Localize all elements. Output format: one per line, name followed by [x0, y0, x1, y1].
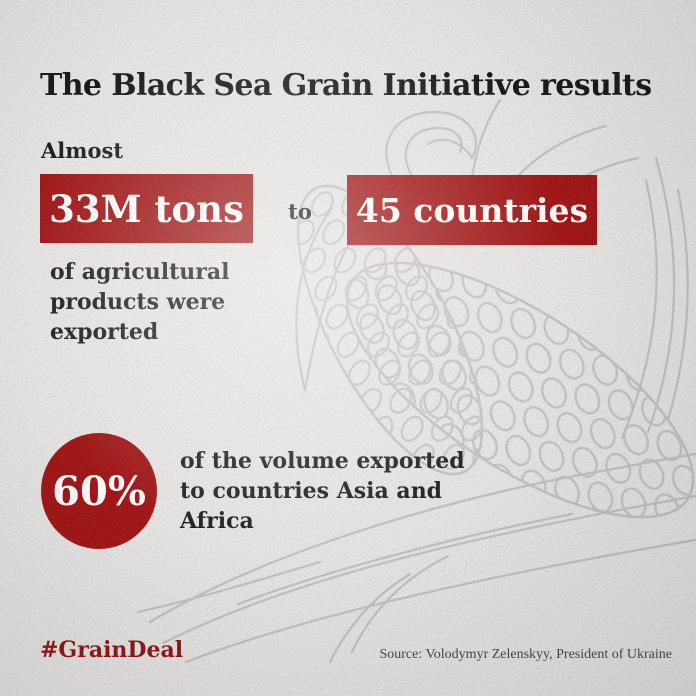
tons-caption-line: products were	[50, 289, 226, 315]
percent-badge: 60%	[41, 433, 157, 549]
source-credit: Source: Volodymyr Zelenskyy, President o…	[379, 647, 672, 662]
tons-badge-value: 33M tons	[49, 186, 244, 231]
percent-caption-line: to countries Asia and	[180, 478, 443, 504]
percent-badge-value: 60%	[52, 467, 146, 515]
hashtag-label: #GrainDeal	[40, 637, 184, 663]
percent-caption-line: Africa	[180, 508, 254, 534]
countries-badge-value: 45 countries	[355, 190, 589, 230]
lead-in-label: Almost	[41, 138, 124, 163]
tons-caption-line: exported	[50, 319, 159, 345]
connector-label: to	[288, 199, 312, 224]
percent-caption-line: of the volume exported	[180, 448, 465, 474]
percent-caption: of the volume exported to countries Asia…	[180, 446, 465, 536]
tons-caption-line: of agricultural	[50, 259, 230, 285]
tons-caption: of agricultural products were exported	[50, 257, 230, 347]
tons-badge: 33M tons	[40, 174, 253, 243]
countries-badge: 45 countries	[347, 175, 597, 245]
page-title: The Black Sea Grain Initiative results	[40, 68, 652, 104]
